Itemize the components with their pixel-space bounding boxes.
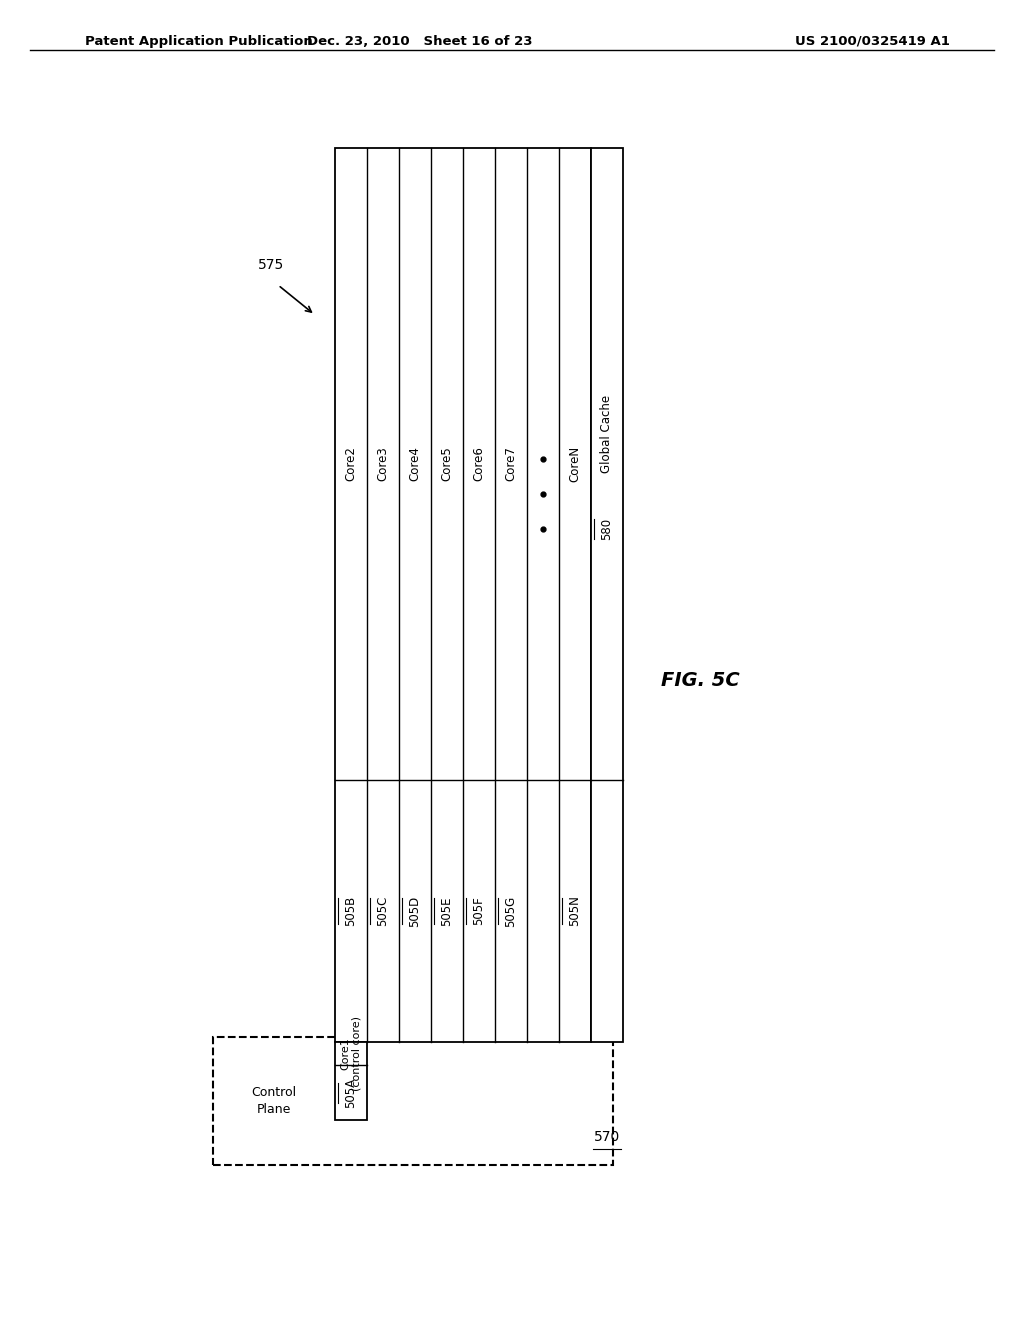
Text: 575: 575 [258,257,285,272]
Bar [335,148,591,1041]
Text: Core1
(control core): Core1 (control core) [340,1016,361,1092]
Text: 570: 570 [594,1130,621,1144]
Text: Control
Plane: Control Plane [252,1086,297,1115]
Text: 505F: 505F [472,896,485,925]
Text: 505G: 505G [505,895,517,927]
Text: Core7: Core7 [505,446,517,482]
Text: 505C: 505C [377,896,389,927]
Text: Core3: Core3 [377,446,389,482]
Text: CoreN: CoreN [568,446,582,482]
Text: 505D: 505D [409,895,422,927]
Text: US 2100/0325419 A1: US 2100/0325419 A1 [795,36,950,48]
Text: 505B: 505B [344,896,357,927]
Text: Core5: Core5 [440,446,454,482]
Bar [335,1041,367,1119]
Bar [591,148,623,1041]
Text: Global Cache: Global Cache [600,395,613,473]
Text: FIG. 5C: FIG. 5C [660,671,739,689]
Text: Dec. 23, 2010   Sheet 16 of 23: Dec. 23, 2010 Sheet 16 of 23 [307,36,532,48]
Bar [213,1038,613,1166]
Text: 580: 580 [600,517,613,540]
Text: 505N: 505N [568,895,582,927]
Text: 505E: 505E [440,896,454,925]
Text: Core2: Core2 [344,446,357,482]
Text: Core6: Core6 [472,446,485,482]
Text: Patent Application Publication: Patent Application Publication [85,36,312,48]
Text: 505A: 505A [344,1077,357,1107]
Text: Core4: Core4 [409,446,422,482]
